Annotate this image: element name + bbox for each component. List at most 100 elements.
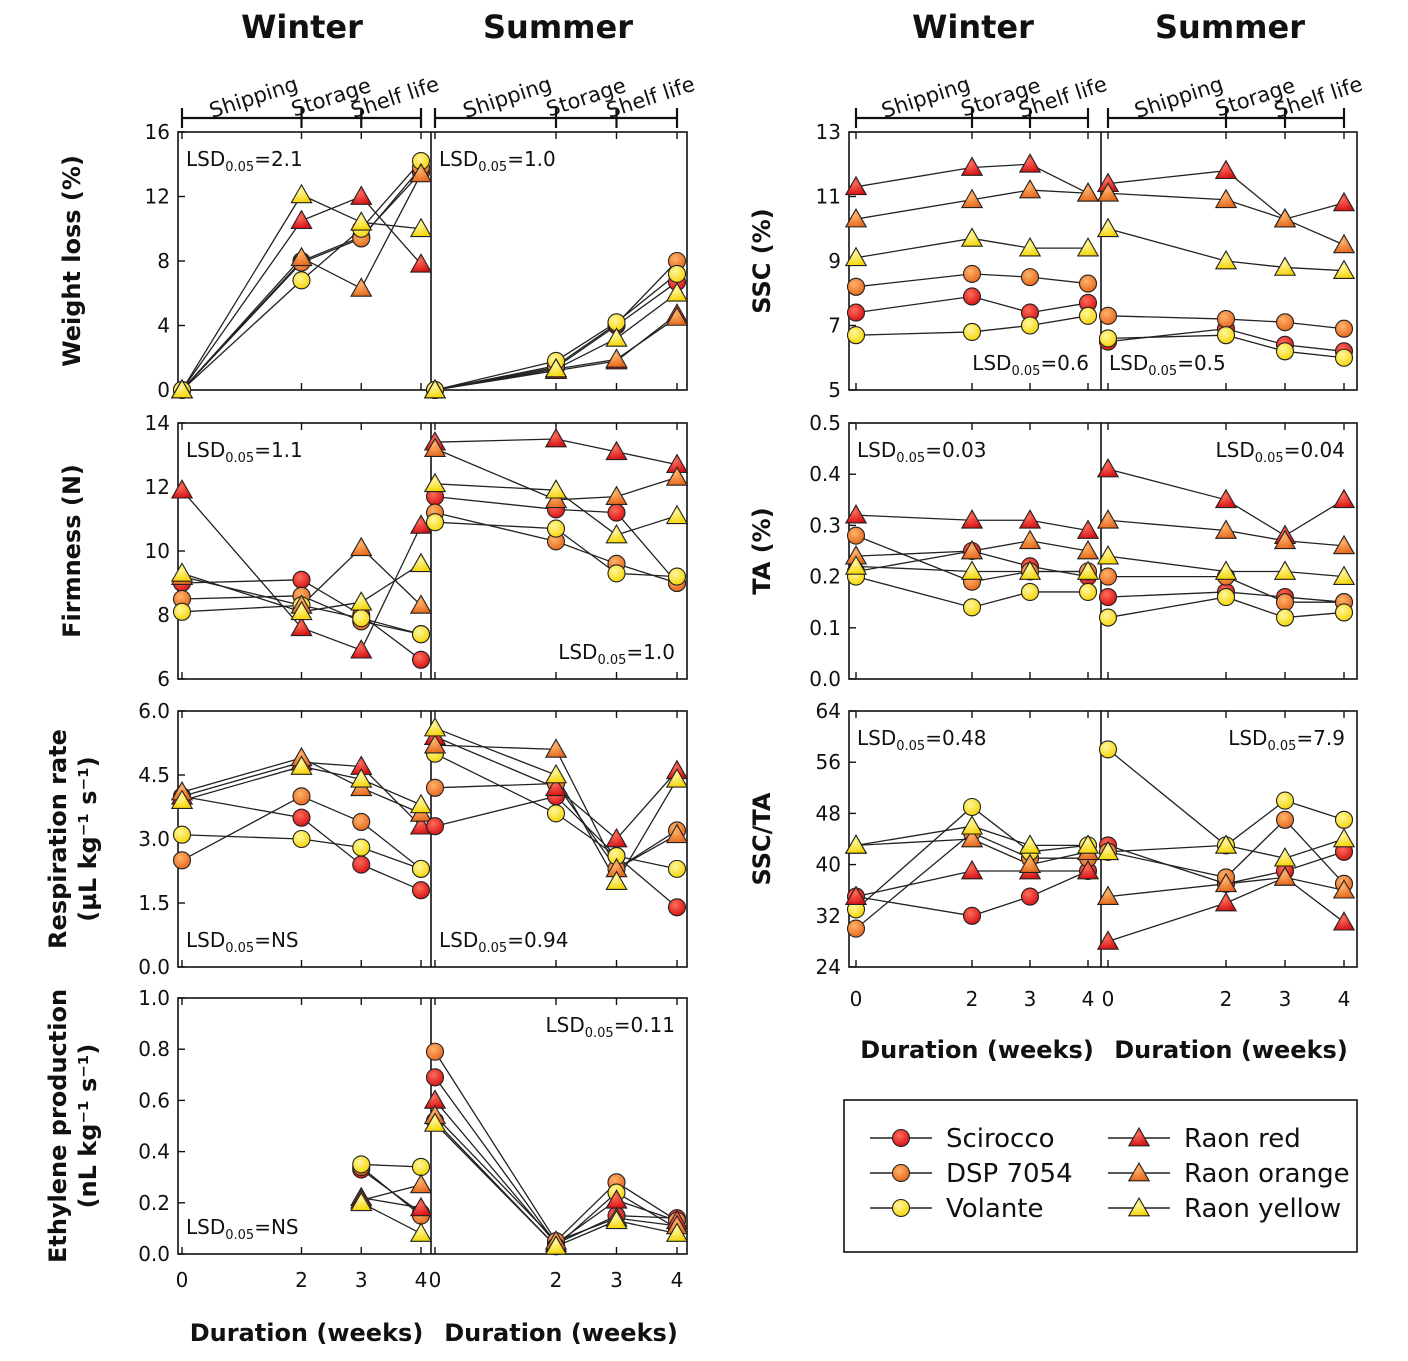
data-point	[665, 1222, 689, 1242]
data-point	[350, 768, 373, 788]
panel-frame	[848, 422, 1358, 680]
data-point	[962, 322, 982, 342]
data-point	[665, 504, 689, 525]
x-axis-title: Duration (weeks)	[444, 1319, 678, 1347]
data-point	[292, 570, 311, 589]
data-point	[605, 485, 628, 505]
lsd-label: LSD0.05=0.94	[439, 928, 569, 956]
data-point	[409, 514, 433, 534]
data-point	[665, 282, 689, 302]
summer-series	[423, 1042, 689, 1256]
legend-item-raon-yellow: Raon yellow	[1108, 1194, 1341, 1224]
y-axis-unit: (µL kg⁻¹ s⁻¹)	[74, 756, 102, 921]
summer-series	[1096, 740, 1356, 950]
data-point	[1078, 274, 1098, 293]
legend-label: Raon red	[1184, 1124, 1301, 1154]
x-tick-label: 2	[966, 987, 979, 1011]
y-axis-label: TA (%)	[748, 507, 776, 594]
x-tick-label: 0	[176, 1268, 189, 1292]
data-point	[846, 277, 866, 296]
data-point	[423, 472, 447, 493]
data-point	[960, 859, 984, 880]
series-line-raon-orange	[181, 546, 422, 607]
data-point	[962, 287, 982, 306]
data-point	[1332, 259, 1356, 280]
data-point	[544, 479, 568, 499]
data-point	[1273, 207, 1297, 228]
data-point	[170, 378, 194, 399]
legend-item-volante: Volante	[870, 1194, 1044, 1224]
series-line-raon-orange	[1107, 519, 1345, 547]
series-line-raon-red	[855, 870, 1088, 898]
data-point	[292, 829, 311, 849]
data-point	[607, 503, 626, 522]
data-point	[423, 1112, 447, 1132]
x-tick-label: 0	[429, 1268, 442, 1292]
data-point	[1273, 866, 1297, 886]
series-line-volante	[434, 1120, 678, 1248]
data-point	[544, 763, 568, 784]
data-point	[350, 277, 373, 297]
data-point	[1275, 791, 1295, 810]
data-point	[1273, 256, 1297, 276]
series-line-raon-red	[181, 761, 422, 827]
phase-label: Shipping	[1132, 72, 1227, 123]
data-point	[172, 602, 192, 621]
series-line-scirocco	[855, 295, 1089, 314]
lsd-label: LSD0.05=7.9	[1228, 726, 1345, 754]
data-point	[605, 1209, 628, 1230]
y-tick-label: 0.4	[809, 462, 841, 486]
data-point	[667, 898, 687, 917]
data-point	[1078, 306, 1098, 325]
x-axis-title: Duration (weeks)	[860, 1036, 1094, 1064]
data-point	[1020, 268, 1040, 287]
series-line-raon-orange	[181, 173, 422, 391]
lsd-label: LSD0.05=NS	[186, 928, 299, 956]
y-tick-label: 24	[816, 955, 841, 979]
legend-item-scirocco: Scirocco	[870, 1124, 1055, 1154]
data-point	[1096, 545, 1120, 565]
right-winter-title: Winter	[912, 8, 1034, 46]
data-point	[1018, 153, 1042, 173]
series-line-raon-orange	[1107, 876, 1345, 898]
data-point	[1334, 603, 1354, 622]
data-point	[1214, 519, 1238, 539]
data-point	[170, 789, 194, 809]
x-tick-label: 3	[610, 1268, 623, 1292]
data-point	[1096, 457, 1120, 478]
series-line-raon-yellow	[1107, 228, 1345, 272]
data-point	[172, 825, 192, 844]
data-point	[172, 851, 192, 870]
series-line-volante	[434, 753, 678, 870]
series-line-volante	[434, 273, 678, 391]
data-point	[290, 755, 313, 775]
series-line-raon-red	[1107, 876, 1345, 943]
data-point	[170, 562, 194, 582]
data-point	[607, 564, 626, 583]
y-tick-label: 5	[828, 378, 841, 402]
winter-series	[844, 504, 1100, 617]
legend-item-raon-red: Raon red	[1108, 1124, 1301, 1154]
lsd-label: LSD0.05=0.48	[857, 726, 987, 754]
data-point	[1275, 608, 1295, 627]
data-point	[962, 906, 982, 925]
data-point	[544, 1235, 568, 1255]
data-point	[409, 1173, 433, 1194]
summer-series	[423, 716, 689, 917]
data-point	[1214, 159, 1238, 180]
data-point	[1214, 249, 1238, 270]
data-point	[1076, 560, 1100, 580]
summer-series	[423, 427, 689, 593]
data-point	[962, 598, 982, 617]
data-point	[960, 188, 984, 209]
series-line-raon-yellow	[434, 1122, 678, 1248]
winter-series	[350, 1155, 433, 1242]
legend-label: Scirocco	[946, 1124, 1055, 1154]
series-line-raon-red	[181, 489, 422, 652]
data-point	[960, 815, 984, 835]
data-point	[605, 827, 628, 848]
y-axis-label: Weight loss (%)	[58, 155, 86, 367]
series-line-raon-red	[434, 438, 678, 466]
